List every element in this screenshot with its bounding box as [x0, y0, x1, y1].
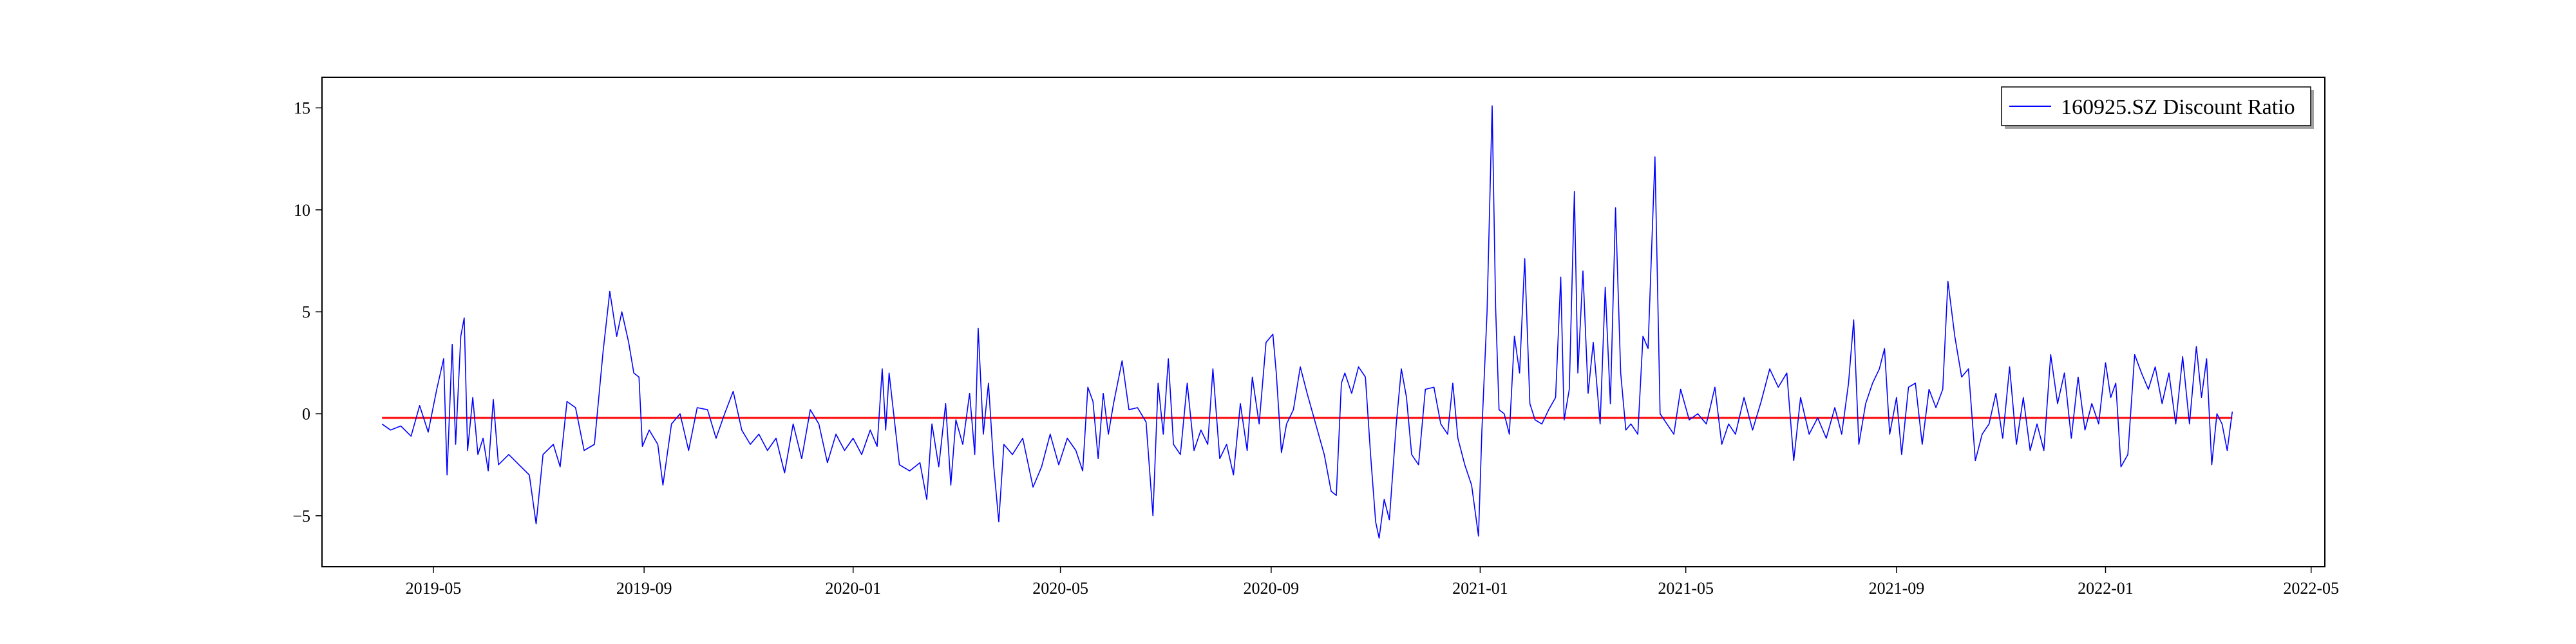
y-tick-label: 0: [302, 405, 310, 424]
y-tick-label: 15: [294, 99, 310, 118]
y-tick-label: 10: [294, 201, 310, 220]
axes: −5 0 5 10 15 2019-05 2019-09 2020-01 2020-05 2020…: [292, 77, 2339, 598]
x-tick-label: 2021-01: [1452, 579, 1508, 598]
x-tick-label: 2020-09: [1244, 579, 1300, 598]
series-line: [381, 105, 2233, 539]
x-tick-label: 2021-05: [1658, 579, 1714, 598]
axes-frame: [321, 77, 2325, 567]
x-tick-label: 2019-05: [406, 579, 462, 598]
legend-label: 160925.SZ Discount Ratio: [2061, 95, 2295, 119]
x-tick-label: 2020-05: [1032, 579, 1088, 598]
y-tick-label: 5: [302, 303, 310, 321]
x-tick-label: 2022-05: [2283, 579, 2339, 598]
x-tick-label: 2022-01: [2078, 579, 2134, 598]
x-tick-label: 2021-09: [1869, 579, 1925, 598]
plot-area: [381, 105, 2233, 539]
legend: 160925.SZ Discount Ratio: [2001, 86, 2314, 129]
x-tick-label: 2020-01: [825, 579, 881, 598]
y-tick-label: −5: [292, 507, 310, 526]
legend-box: [2001, 86, 2311, 126]
x-tick-label: 2019-09: [616, 579, 672, 598]
